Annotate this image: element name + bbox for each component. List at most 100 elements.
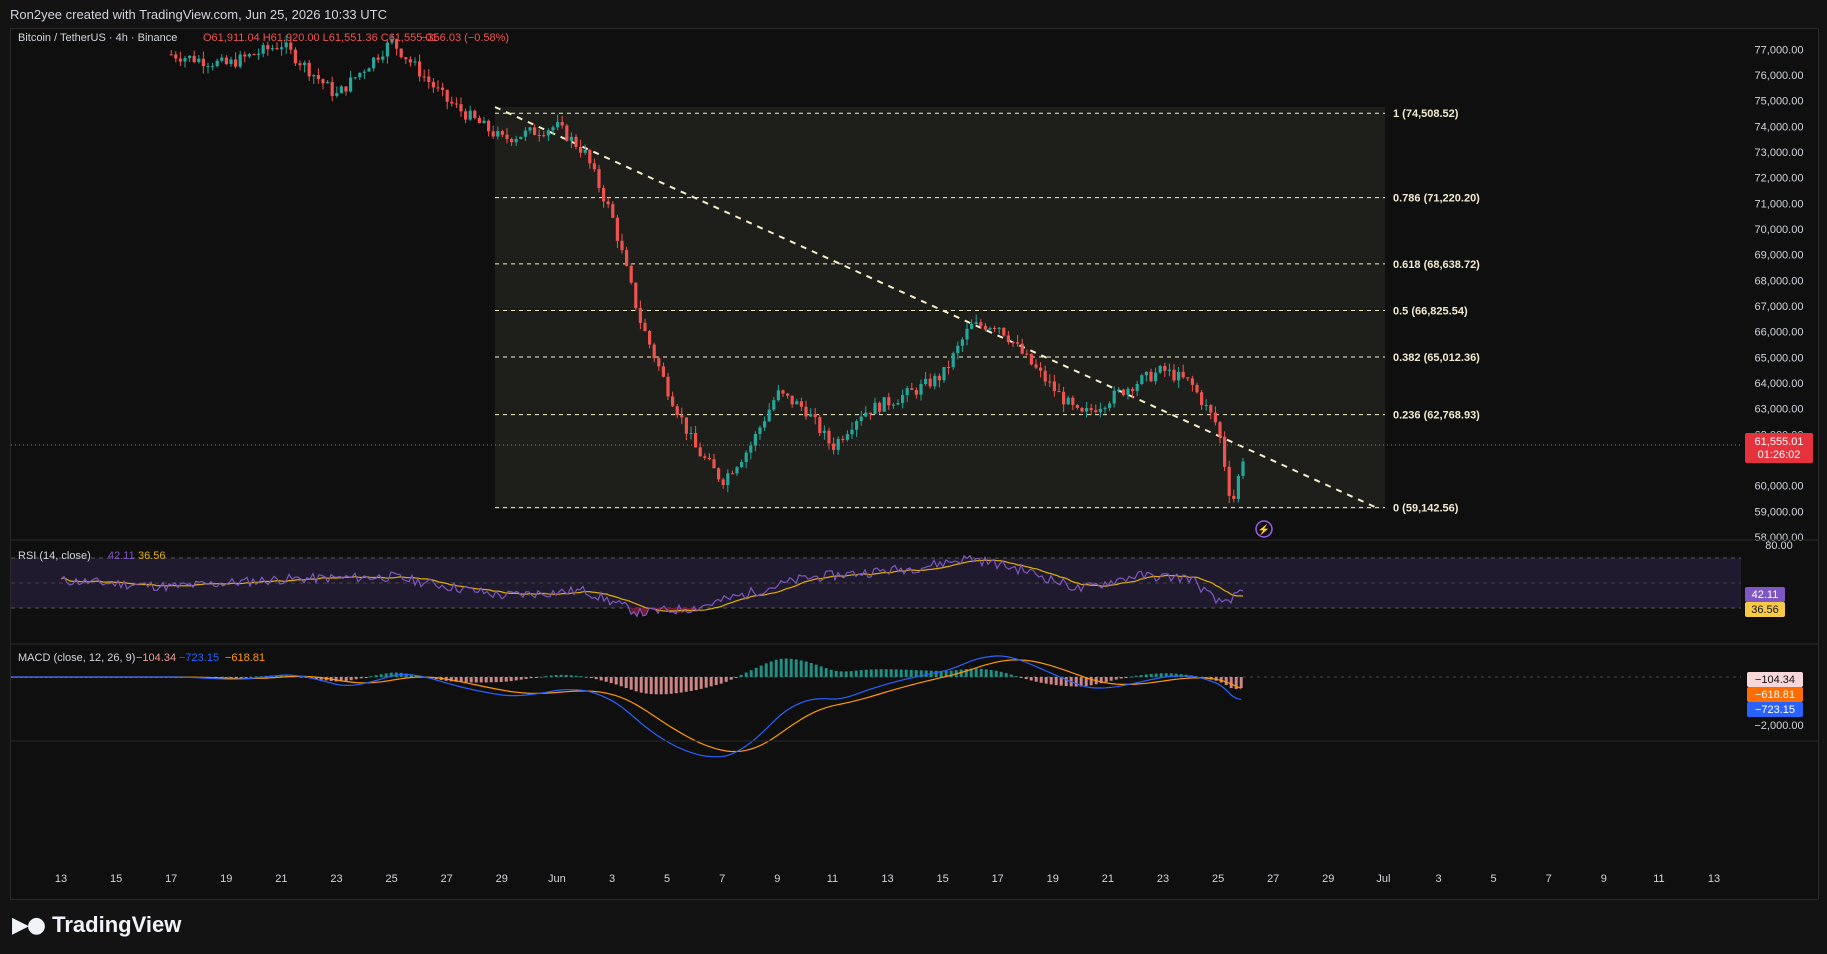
candle-body <box>468 110 472 120</box>
macd-hist-bar <box>389 672 393 677</box>
candle-body <box>1062 391 1066 405</box>
macd-hist-bar <box>409 674 413 677</box>
candle-body <box>1236 475 1240 499</box>
macd-hist-bar <box>899 669 903 677</box>
macd-hist-bar <box>1029 677 1033 681</box>
lightning-icon[interactable]: ⚡ <box>1255 520 1273 538</box>
rsi-ma-badge <box>1745 602 1785 617</box>
macd-hist-bar <box>864 669 868 677</box>
macd-hist-bar <box>254 676 258 678</box>
candle-body <box>183 58 187 62</box>
macd-hist-bar <box>464 677 468 683</box>
candle-body <box>1080 407 1084 412</box>
macd-hist-bar <box>484 677 488 683</box>
candle-body <box>496 131 500 137</box>
time-tick-label: 23 <box>330 873 342 885</box>
price-tick-label: 67,000.00 <box>1755 301 1804 313</box>
candle-body <box>841 438 845 440</box>
macd-hist-bar <box>759 665 763 677</box>
time-tick-label: 21 <box>275 873 287 885</box>
candle-body <box>560 121 564 126</box>
downtrend-line[interactable] <box>494 106 1376 508</box>
macd-hist-bar <box>594 677 598 680</box>
candle-body <box>215 60 219 67</box>
candlestick-series <box>169 34 1245 504</box>
rsi-value-badge <box>1745 587 1785 602</box>
time-tick-label: 7 <box>719 873 725 885</box>
candle-body <box>712 459 716 469</box>
candle-body <box>1204 405 1208 407</box>
candle-body <box>445 89 449 102</box>
macd-hist-bar <box>824 668 828 677</box>
macd-hist-bar <box>719 677 723 684</box>
candle-body <box>1011 342 1015 344</box>
macd-hist-bar <box>809 663 813 677</box>
candle-body <box>1006 335 1010 343</box>
candle-body <box>1135 384 1139 392</box>
macd-hist-bar <box>789 658 793 677</box>
candle-body <box>1195 384 1199 393</box>
macd-histogram <box>9 658 1243 695</box>
chart-frame[interactable]: 1 (74,508.52) 0.786 (71,220.20) 0.618 (68,… <box>9 28 1819 900</box>
macd-hist-bar <box>229 677 233 678</box>
candle-body <box>565 125 569 141</box>
candle-body <box>583 149 587 153</box>
macd-hist-bar <box>1014 676 1018 678</box>
macd-hist-bar <box>1079 677 1083 687</box>
candle-body <box>574 136 578 147</box>
candle-body <box>615 217 619 241</box>
macd-hist-bar <box>514 677 518 681</box>
candle-body <box>740 461 744 468</box>
tradingview-brand[interactable]: ▶● TradingView <box>12 910 181 940</box>
price-tick-label: 76,000.00 <box>1755 70 1804 82</box>
time-tick-label: 13 <box>55 873 67 885</box>
candle-body <box>229 59 233 65</box>
time-tick-label: Jul <box>1376 873 1390 885</box>
macd-hist-bar <box>334 677 338 682</box>
macd-hist-bar <box>1104 677 1108 682</box>
candle-body <box>597 169 601 188</box>
macd-hist-bar <box>589 677 593 678</box>
candle-body <box>257 53 261 55</box>
candle-body <box>1154 372 1158 382</box>
candle-body <box>850 429 854 435</box>
time-axis[interactable]: 13 15 17 19 21 23 25 27 29 Jun 3 5 7 9 11 13 15 17 19 21 23 2… <box>55 873 1720 885</box>
macd-hist-bar <box>814 664 818 677</box>
time-tick-label: 17 <box>165 873 177 885</box>
fib-retracement[interactable]: 1 (74,508.52) 0.786 (71,220.20) 0.618 (68,… <box>495 108 1480 515</box>
macd-hist-bar <box>904 669 908 677</box>
candle-body <box>965 328 969 340</box>
candle-body <box>247 54 251 57</box>
time-tick-label: 23 <box>1157 873 1169 885</box>
macd-hist-bar <box>1239 677 1243 688</box>
candle-body <box>629 265 633 283</box>
candle-body <box>1108 403 1112 408</box>
candle-body <box>937 375 941 381</box>
macd-hist-bar <box>754 667 758 677</box>
candle-body <box>680 415 684 418</box>
macd-hist-bar <box>669 677 673 694</box>
macd-hist-bar <box>849 671 853 677</box>
macd-hist-bar <box>869 669 873 677</box>
macd-hist-bar <box>914 670 918 677</box>
candle-body <box>620 240 624 251</box>
candle-body <box>804 406 808 417</box>
candle-body <box>523 130 527 137</box>
candle-body <box>395 39 399 49</box>
macd-hist-bar <box>879 669 883 677</box>
candle-body <box>767 409 771 422</box>
candle-body <box>910 388 914 390</box>
macd-hist-bar <box>314 677 318 680</box>
time-tick-label: 7 <box>1546 873 1552 885</box>
time-tick-label: 15 <box>110 873 122 885</box>
macd-hist-bar <box>224 677 228 679</box>
candle-body <box>1158 366 1162 373</box>
macd-hist-bar <box>1159 673 1163 677</box>
price-axis[interactable]: 77,000.00 76,000.00 75,000.00 74,000.00 73,0… <box>1755 44 1804 544</box>
chart-canvas[interactable]: 1 (74,508.52) 0.786 (71,220.20) 0.618 (68,… <box>9 29 1818 899</box>
candle-body <box>689 432 693 434</box>
macd-hist-bar <box>709 677 713 687</box>
candle-body <box>1039 367 1043 371</box>
candle-body <box>450 101 454 104</box>
macd-hist-bar <box>579 676 583 678</box>
